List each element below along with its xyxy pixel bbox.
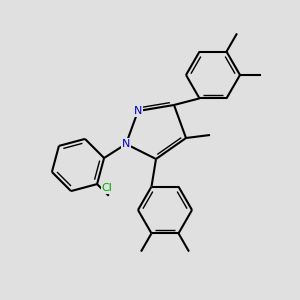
Text: N: N <box>134 106 142 116</box>
Text: Cl: Cl <box>102 183 113 193</box>
Text: N: N <box>122 139 130 149</box>
